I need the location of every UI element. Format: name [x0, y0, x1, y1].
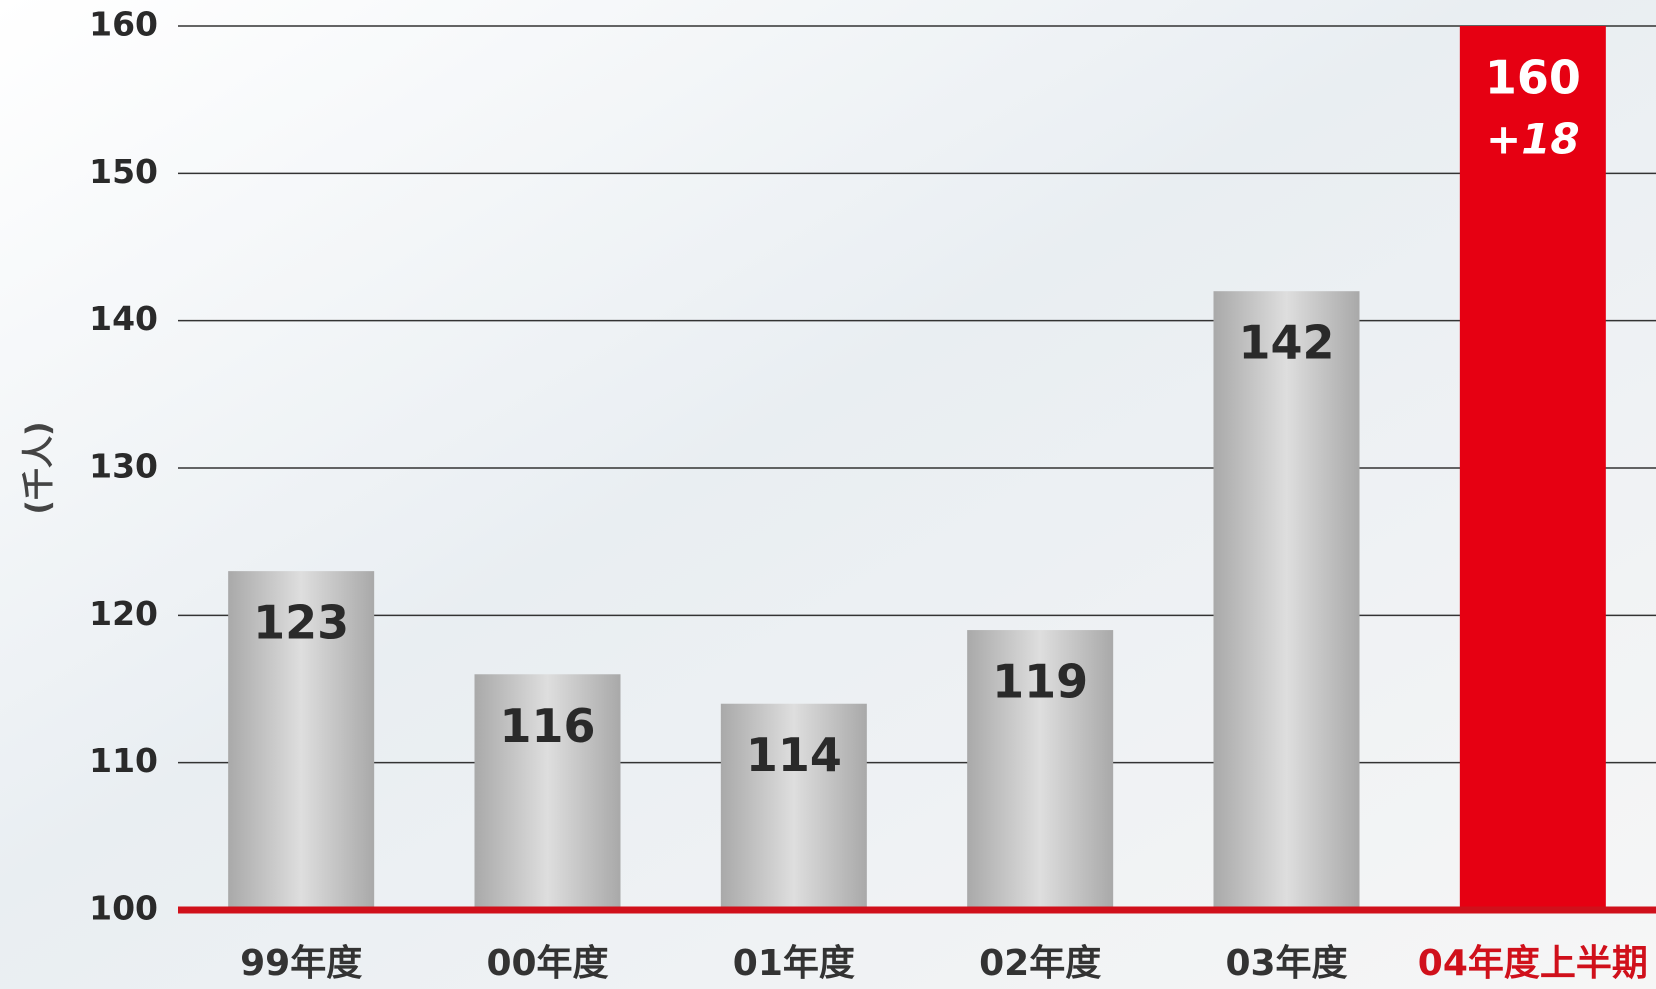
- bar: [1213, 291, 1360, 910]
- annotation: +18: [1486, 115, 1580, 164]
- y-tick-label: 100: [89, 889, 158, 928]
- value-label: 142: [1238, 316, 1334, 370]
- y-tick-label: 150: [89, 152, 158, 191]
- value-label: 116: [499, 699, 595, 753]
- y-tick-label: 110: [89, 741, 158, 780]
- y-tick-label: 160: [89, 5, 158, 44]
- x-tick-label: 99年度: [240, 943, 362, 984]
- y-axis-label: (千人): [19, 421, 57, 514]
- x-tick-label: 04年度上半期: [1418, 943, 1648, 984]
- x-tick-label: 00年度: [486, 943, 608, 984]
- x-tick-label: 03年度: [1225, 943, 1347, 984]
- value-label: 119: [992, 655, 1088, 709]
- y-tick-label: 130: [89, 447, 158, 486]
- y-tick-label: 140: [89, 299, 158, 338]
- bar: [720, 703, 867, 910]
- bar: [1459, 26, 1606, 910]
- x-tick-label: 02年度: [979, 943, 1101, 984]
- value-label: 123: [253, 596, 349, 650]
- y-tick-label: 120: [89, 594, 158, 633]
- bar: [228, 571, 375, 910]
- value-label: 114: [746, 728, 842, 782]
- bar: [967, 630, 1114, 910]
- bar: [474, 674, 621, 910]
- x-tick-label: 01年度: [733, 943, 855, 984]
- value-label: 160: [1485, 51, 1581, 105]
